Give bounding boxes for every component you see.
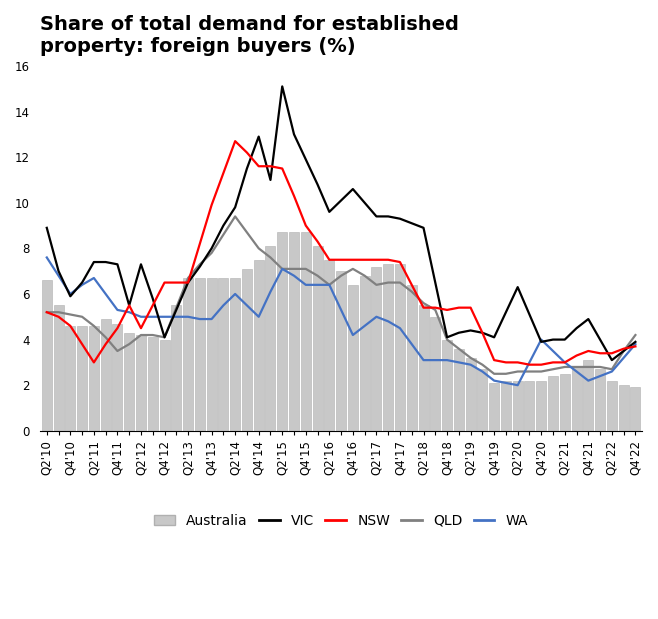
Bar [159,340,170,431]
Bar [183,278,193,431]
Bar [513,381,522,431]
Legend: Australia, VIC, NSW, QLD, WA: Australia, VIC, NSW, QLD, WA [149,508,534,534]
Bar [524,381,534,431]
Bar [430,317,440,431]
Bar [277,232,288,431]
Bar [348,285,358,431]
Bar [113,324,122,431]
Bar [289,232,299,431]
Bar [442,340,452,431]
Bar [254,260,264,431]
Bar [230,278,240,431]
Bar [536,381,546,431]
Bar [148,337,158,431]
Bar [371,267,382,431]
Bar [489,383,499,431]
Bar [630,387,640,431]
Bar [65,326,75,431]
Bar [418,305,428,431]
Bar [136,335,146,431]
Bar [560,374,570,431]
Bar [548,376,558,431]
Bar [477,370,488,431]
Bar [360,275,370,431]
Bar [383,264,393,431]
Bar [89,326,99,431]
Bar [466,358,476,431]
Bar [53,305,64,431]
Bar [265,246,276,431]
Bar [336,271,346,431]
Bar [454,348,464,431]
Bar [301,232,311,431]
Bar [242,269,252,431]
Bar [607,381,617,431]
Text: Share of total demand for established
property: foreign buyers (%): Share of total demand for established pr… [39,15,459,56]
Bar [313,246,322,431]
Bar [407,285,417,431]
Bar [101,319,111,431]
Bar [41,280,52,431]
Bar [171,305,182,431]
Bar [324,260,334,431]
Bar [124,333,134,431]
Bar [218,278,228,431]
Bar [501,381,511,431]
Bar [595,370,605,431]
Bar [77,326,87,431]
Bar [584,360,594,431]
Bar [395,264,405,431]
Bar [195,278,205,431]
Bar [207,278,216,431]
Bar [619,385,628,431]
Bar [572,367,582,431]
